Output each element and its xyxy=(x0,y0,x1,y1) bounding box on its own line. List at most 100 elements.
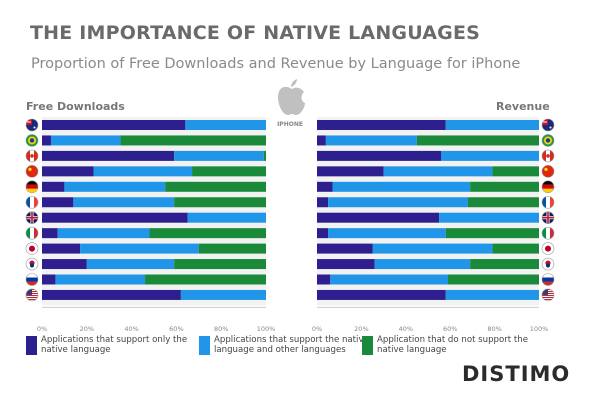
bar-native-only xyxy=(317,274,331,285)
uk-flag-icon xyxy=(541,211,555,224)
bar-native-and-other xyxy=(445,289,539,300)
bar-native-only xyxy=(42,197,74,208)
bar-native-and-other xyxy=(187,212,266,223)
stacked-bar-charts: 0% 20% 40% 60% 80% 100% 0% 20% 40% 60% 80% 100% xyxy=(25,117,555,333)
france-flag-icon xyxy=(541,195,555,209)
japan-flag-icon xyxy=(541,242,555,255)
australia-flag-icon xyxy=(25,118,39,132)
chart-track xyxy=(317,117,539,306)
bar-native-only xyxy=(42,243,81,254)
bar-native-only xyxy=(317,243,373,254)
legend-label-no-native: Application that do not support the nati… xyxy=(377,335,529,355)
bar-native-only xyxy=(317,135,326,146)
bar-native-only xyxy=(42,135,51,146)
bar-native-and-other xyxy=(445,120,539,130)
bar-native-and-other xyxy=(86,259,175,270)
bar-native-only xyxy=(42,212,188,223)
bar-native-and-other xyxy=(325,135,417,146)
apple-logo-icon xyxy=(278,79,305,115)
x-tick-label: 40% xyxy=(399,325,413,333)
usa-flag-icon xyxy=(541,288,555,302)
bar-native-and-other xyxy=(73,197,175,208)
bar-native-and-other xyxy=(180,289,266,300)
germany-flag-icon xyxy=(25,180,39,194)
bar-native-and-other xyxy=(441,150,539,161)
bar-native-only xyxy=(42,259,87,270)
chart-title: THE IMPORTANCE OF NATIVE LANGUAGES xyxy=(30,22,481,44)
bar-native-only xyxy=(317,259,375,270)
bar-native-only xyxy=(42,120,186,130)
bar-native-and-other xyxy=(64,181,166,192)
bar-native-only xyxy=(42,150,175,161)
legend-swatch-native-only xyxy=(26,336,37,355)
bar-no-native xyxy=(149,228,266,239)
russia-flag-icon xyxy=(25,273,39,286)
bar-no-native xyxy=(447,274,539,285)
bar-no-native xyxy=(263,150,266,161)
china-flag-icon xyxy=(25,165,39,178)
bar-no-native xyxy=(145,274,266,285)
bar-no-native xyxy=(165,181,266,192)
bar-native-and-other xyxy=(372,243,493,254)
bar-no-native xyxy=(120,135,267,146)
x-tick-label: 80% xyxy=(214,325,228,333)
bar-native-only xyxy=(317,166,384,177)
bar-native-and-other xyxy=(328,228,446,239)
x-tick-label: 60% xyxy=(169,325,183,333)
bar-no-native xyxy=(467,197,539,208)
germany-flag-icon xyxy=(541,180,555,194)
bar-no-native xyxy=(445,228,539,239)
legend-swatch-no-native xyxy=(362,336,373,355)
bar-no-native xyxy=(174,259,266,270)
legend-label-native-only: Applications that support only the nativ… xyxy=(41,335,188,355)
bar-no-native xyxy=(198,243,266,254)
bar-native-and-other xyxy=(50,135,121,146)
brazil-flag-icon xyxy=(541,134,555,147)
australia-flag-icon xyxy=(541,118,555,132)
bar-native-and-other xyxy=(93,166,193,177)
russia-flag-icon xyxy=(541,273,555,286)
bar-no-native xyxy=(470,181,539,192)
bar-native-and-other xyxy=(55,274,146,285)
bar-native-only xyxy=(317,228,329,239)
x-tick-label: 60% xyxy=(443,325,457,333)
bar-no-native xyxy=(470,259,539,270)
bar-native-only xyxy=(317,289,446,300)
bar-native-and-other xyxy=(439,212,539,223)
korea-flag-icon xyxy=(541,257,555,271)
distimo-logo: DISTIMO xyxy=(462,362,571,386)
bar-native-only xyxy=(42,228,58,239)
bar-no-native xyxy=(174,197,266,208)
bar-native-only xyxy=(317,212,440,223)
bar-no-native xyxy=(416,135,539,146)
china-flag-icon xyxy=(541,165,555,178)
bar-native-and-other xyxy=(80,243,199,254)
x-tick-label: 20% xyxy=(354,325,368,333)
bar-native-and-other xyxy=(332,181,471,192)
bar-no-native xyxy=(492,243,539,254)
bar-native-only xyxy=(317,197,329,208)
x-tick-label: 0% xyxy=(37,325,47,333)
italy-flag-icon xyxy=(541,226,555,240)
canada-flag-icon xyxy=(25,149,39,163)
brazil-flag-icon xyxy=(25,134,39,147)
chart-track xyxy=(42,117,266,306)
bar-native-and-other xyxy=(383,166,493,177)
usa-flag-icon xyxy=(25,288,39,302)
bar-native-and-other xyxy=(328,197,468,208)
chart-subtitle: Proportion of Free Downloads and Revenue… xyxy=(31,56,521,72)
revenue-heading: Revenue xyxy=(496,100,550,113)
bar-no-native xyxy=(192,166,266,177)
x-tick-label: 20% xyxy=(80,325,94,333)
x-tick-label: 100% xyxy=(257,325,276,333)
bar-native-and-other xyxy=(374,259,471,270)
bar-native-only xyxy=(317,181,333,192)
bar-no-native xyxy=(492,166,539,177)
free-downloads-heading: Free Downloads xyxy=(26,100,125,113)
bar-native-and-other xyxy=(174,150,264,161)
bar-native-and-other xyxy=(185,120,266,130)
bar-native-and-other xyxy=(57,228,150,239)
canada-flag-icon xyxy=(541,149,555,163)
x-tick-label: 80% xyxy=(487,325,501,333)
legend-label-native-and-other: Applications that support the native lan… xyxy=(214,335,369,355)
